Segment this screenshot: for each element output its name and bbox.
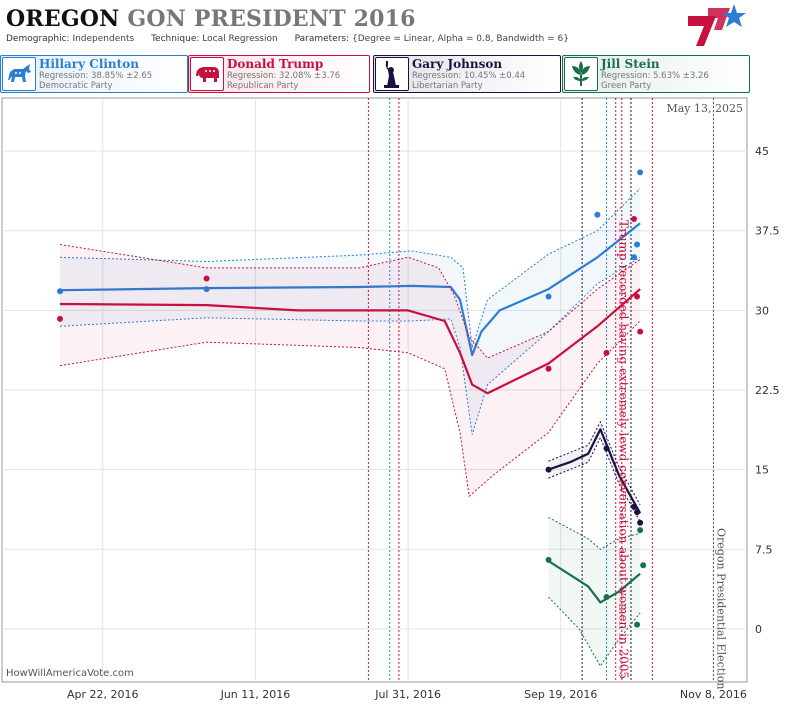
x-tick-label: Apr 22, 2016 [67,688,139,701]
annotation-lewd-conversation: Trump recorded having extremely lewd con… [617,220,631,679]
poll-point-gary-johnson [634,509,641,516]
technique-label: Technique: [151,34,200,44]
annotation-election-day: Oregon Presidential Election [714,528,727,689]
poll-point-donald-trump [631,216,638,223]
donkey-icon [2,57,36,91]
fit-line-jill-stein [547,560,641,604]
band-upper-hillary-clinton [59,187,641,348]
candidate-legend: Hillary Clinton Regression: 38.85% ±2.65… [0,55,789,93]
candidate-name: Jill Stein [601,57,660,71]
parameters-label: Parameters: [294,34,350,44]
poll-point-hillary-clinton [545,293,552,300]
y-tick-label: 22.5 [755,384,780,397]
demographic-value: Independents [72,34,135,44]
confidence-band-jill-stein [548,517,641,667]
poll-point-jill-stein [640,562,647,569]
poll-point-jill-stein [637,527,644,534]
poll-point-gary-johnson [631,503,638,510]
poll-point-hillary-clinton [631,254,638,261]
poll-point-hillary-clinton [637,169,644,176]
poll-point-donald-trump [634,293,641,300]
x-tick-label: Nov 8, 2016 [680,688,747,701]
legend-card-johnson: Gary Johnson Regression: 10.45% ±0.44 Li… [373,55,561,93]
x-tick-label: Jun 11, 2016 [220,688,291,701]
candidate-regression: Regression: 32.08% ±3.76 [227,71,341,81]
x-tick-label: Sep 19, 2016 [524,688,597,701]
band-upper-gary-johnson [548,420,641,505]
y-tick-label: 7.5 [755,543,773,556]
elephant-icon [190,57,224,91]
legend-card-clinton: Hillary Clinton Regression: 38.85% ±2.65… [0,55,188,93]
candidate-name: Donald Trump [227,57,324,71]
demographic-label: Demographic: [6,34,70,44]
poll-point-jill-stein [603,594,610,601]
candidate-regression: Regression: 10.45% ±0.44 [412,71,526,81]
poll-point-donald-trump [57,315,64,322]
candidate-regression: Regression: 5.63% ±3.26 [601,71,709,81]
candidate-party: Green Party [601,81,652,91]
candidate-party: Democratic Party [39,81,113,91]
candidate-name: Gary Johnson [412,57,503,71]
x-tick-label: Jul 31, 2016 [374,688,441,701]
band-lower-jill-stein [548,596,641,668]
y-tick-label: 30 [755,304,769,317]
watermark: HowWillAmericaVote.com [6,668,134,679]
fit-line-donald-trump [59,288,641,395]
poll-point-hillary-clinton [57,288,64,295]
poll-point-hillary-clinton [634,241,641,248]
y-tick-label: 45 [755,145,769,158]
poll-point-hillary-clinton [594,211,601,218]
poll-point-jill-stein [634,621,641,628]
poll-point-donald-trump [545,365,552,372]
poll-chart: 0 7.5 15 22.5 30 37.5 45 Apr 22, 2016 Jun 11, 20… [1,97,780,701]
confidence-band-donald-trump [60,244,641,497]
candidate-name: Hillary Clinton [39,57,139,71]
poll-point-gary-johnson [545,466,552,473]
poll-point-donald-trump [203,275,210,282]
page-title: OREGON GON PRESIDENT 2016 [6,6,416,32]
parameters-value: {Degree = Linear, Alpha = 0.8, Bandwidth… [352,34,569,44]
technique-value: Local Regression [202,34,278,44]
legend-card-stein: Jill Stein Regression: 5.63% ±3.26 Green… [562,55,750,93]
chart-date-label: May 13, 2025 [666,102,743,115]
legend-card-trump: Donald Trump Regression: 32.08% ±3.76 Re… [188,55,370,93]
poll-point-jill-stein [545,556,552,563]
fit-line-gary-johnson [548,428,642,514]
poll-point-donald-trump [603,349,610,356]
liberty-torch-icon [375,57,409,91]
candidate-party: Libertarian Party [412,81,483,91]
band-lower-hillary-clinton [59,256,641,435]
poll-point-gary-johnson [603,445,610,452]
header: OREGON GON PRESIDENT 2016 Demographic: I… [0,0,789,52]
title-rest: GON PRESIDENT 2016 [127,6,416,32]
poll-point-hillary-clinton [203,286,210,293]
y-tick-label: 37.5 [755,225,780,238]
poll-point-donald-trump [637,328,644,335]
poll-point-gary-johnson [637,519,644,526]
y-tick-label: 15 [755,464,769,477]
band-upper-donald-trump [59,244,641,359]
site-logo [688,4,746,46]
y-tick-label: 0 [755,623,762,636]
band-lower-gary-johnson [548,436,641,522]
subtitle: Demographic: Independents Technique: Loc… [6,34,569,44]
leaf-icon [564,57,598,91]
candidate-party: Republican Party [227,81,299,91]
candidate-regression: Regression: 38.85% ±2.65 [39,71,153,81]
title-state: OREGON [6,6,120,32]
band-upper-jill-stein [548,516,641,550]
